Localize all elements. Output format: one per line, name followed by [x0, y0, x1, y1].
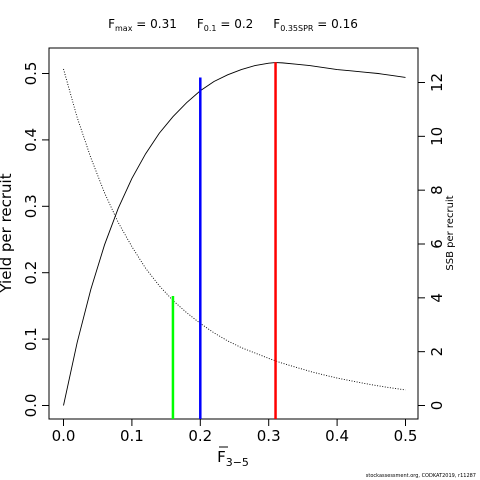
title-fmax-sub: max	[115, 24, 133, 33]
y-right-axis: 0 2 4 6 8 10 12	[418, 73, 446, 410]
ssb-per-recruit-line	[63, 68, 406, 391]
chart-title: Fmax = 0.31 F0.1 = 0.2 F0.35SPR = 0.16	[108, 17, 358, 33]
y-right-tick-label: 0	[428, 401, 446, 411]
y-right-axis-label: SSB per recruit	[445, 195, 456, 270]
title-fspr-value: 0.16	[331, 17, 358, 31]
x-axis: 0.0 0.1 0.2 0.3 0.4 0.5	[52, 419, 418, 445]
title-f01-sub: 0.1	[204, 24, 217, 33]
series-layer	[63, 62, 406, 406]
y-right-tick-label: 8	[428, 185, 446, 195]
x-axis-label-base: F	[217, 448, 226, 466]
y-right-tick-label: 10	[428, 127, 446, 146]
y-left-axis: 0.0 0.1 0.2 0.3 0.4 0.5	[22, 62, 49, 418]
y-right-tick-label: 6	[428, 239, 446, 249]
x-axis-label: F3−5	[217, 448, 249, 469]
title-fspr-sub: 0.35SPR	[280, 24, 314, 33]
reference-lines	[171, 62, 277, 419]
y-right-tick-label: 12	[428, 73, 446, 92]
y-left-tick-label: 0.3	[22, 194, 40, 218]
x-tick-label: 0.0	[52, 427, 76, 445]
title-f01-value: 0.2	[234, 17, 253, 31]
x-tick-label: 0.3	[257, 427, 281, 445]
x-tick-label: 0.2	[188, 427, 212, 445]
footer-credit: stockassessment.org, CODKAT2019, r11287	[365, 473, 476, 479]
y-left-tick-label: 0.4	[22, 128, 40, 152]
x-axis-label-sub: 3−5	[226, 456, 249, 469]
y-right-tick-label: 4	[428, 293, 446, 303]
y-left-tick-label: 0.5	[22, 62, 40, 86]
yield-per-recruit-line	[63, 62, 406, 406]
x-tick-label: 0.1	[120, 427, 144, 445]
y-right-tick-label: 2	[428, 347, 446, 357]
title-fmax-value: 0.31	[150, 17, 177, 31]
x-tick-label: 0.5	[394, 427, 418, 445]
x-tick-label: 0.4	[325, 427, 349, 445]
y-left-tick-label: 0.0	[22, 394, 40, 418]
y-left-axis-label: Yield per recruit	[0, 173, 15, 293]
y-left-tick-label: 0.1	[22, 327, 40, 351]
plot-frame	[48, 47, 419, 420]
y-left-tick-label: 0.2	[22, 261, 40, 285]
